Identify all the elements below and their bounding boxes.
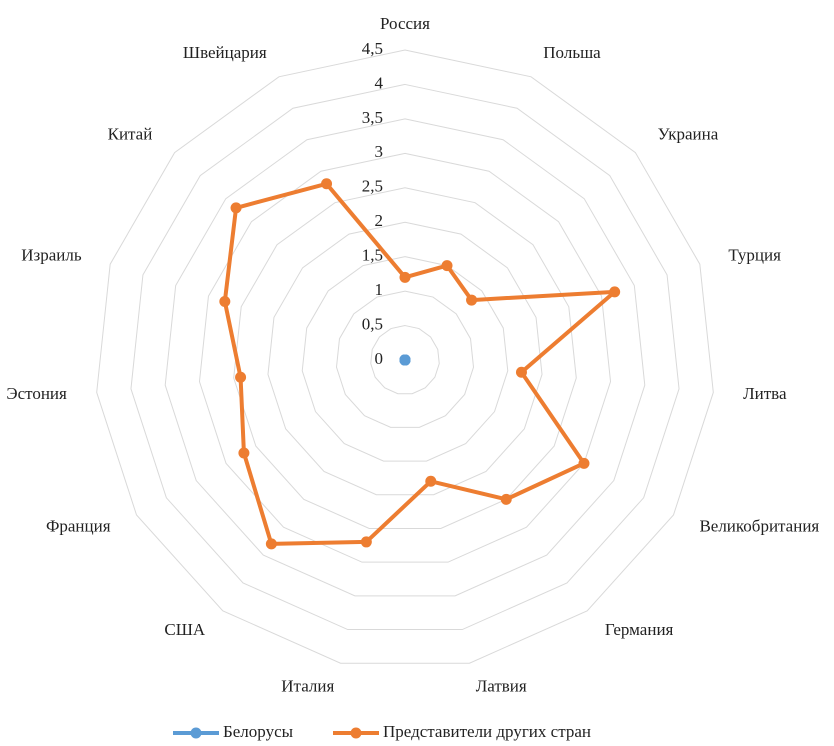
legend-swatch-marker bbox=[350, 727, 362, 739]
grid-ring bbox=[164, 118, 646, 597]
category-label: Турция bbox=[728, 245, 781, 264]
r-tick-label: 3 bbox=[375, 142, 384, 161]
series-line bbox=[222, 181, 617, 546]
legend-swatch-marker bbox=[190, 727, 202, 739]
series-marker bbox=[235, 371, 247, 383]
grid-ring bbox=[335, 290, 475, 428]
series-marker bbox=[399, 271, 411, 283]
category-label: Россия bbox=[380, 14, 430, 33]
series-marker bbox=[238, 447, 250, 459]
category-label: Украина bbox=[658, 125, 719, 144]
category-label: Италия bbox=[281, 677, 334, 696]
r-tick-label: 4 bbox=[375, 73, 384, 92]
category-label: США bbox=[164, 620, 205, 639]
category-label: Латвия bbox=[476, 677, 527, 696]
grid-ring bbox=[370, 325, 440, 395]
grid-ring bbox=[233, 187, 577, 529]
series-marker bbox=[466, 294, 478, 306]
series-marker bbox=[515, 366, 527, 378]
category-label: Китай bbox=[108, 125, 153, 144]
series-marker bbox=[321, 178, 333, 190]
series bbox=[399, 354, 411, 366]
series-marker bbox=[578, 457, 590, 469]
r-tick-label: 2 bbox=[375, 211, 384, 230]
grid-ring bbox=[130, 83, 680, 631]
category-label: Германия bbox=[605, 620, 674, 639]
r-tick-label: 3,5 bbox=[362, 108, 383, 127]
series-marker bbox=[399, 354, 411, 366]
r-tick-label: 2,5 bbox=[362, 177, 383, 196]
series bbox=[219, 178, 621, 550]
r-tick-label: 1 bbox=[375, 280, 384, 299]
r-tick-label: 1,5 bbox=[362, 246, 383, 265]
series-marker bbox=[219, 295, 231, 307]
category-label: Литва bbox=[743, 384, 787, 403]
series-marker bbox=[360, 536, 372, 548]
category-label: Израиль bbox=[21, 245, 82, 264]
category-label: Франция bbox=[46, 516, 111, 535]
series-marker bbox=[265, 538, 277, 550]
grid-ring bbox=[96, 49, 714, 664]
series-marker bbox=[441, 260, 453, 272]
r-tick-label: 0,5 bbox=[362, 314, 383, 333]
legend-label: Белорусы bbox=[223, 722, 294, 741]
category-label: Польша bbox=[543, 43, 601, 62]
series-marker bbox=[425, 475, 437, 487]
series-marker bbox=[230, 202, 242, 214]
legend-label: Представители других стран bbox=[383, 722, 591, 741]
r-tick-label: 0 bbox=[375, 349, 384, 368]
series-marker bbox=[609, 286, 621, 298]
category-label: Великобритания bbox=[699, 516, 819, 535]
grid-ring bbox=[301, 256, 509, 462]
category-label: Швейцария bbox=[183, 43, 267, 62]
grid-ring bbox=[267, 221, 543, 496]
r-tick-label: 4,5 bbox=[362, 39, 383, 58]
series-marker bbox=[500, 493, 512, 505]
category-label: Эстония bbox=[6, 384, 67, 403]
